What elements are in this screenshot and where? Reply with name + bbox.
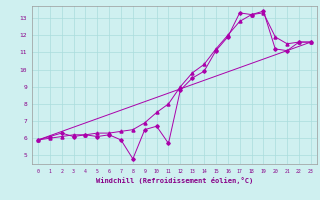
X-axis label: Windchill (Refroidissement éolien,°C): Windchill (Refroidissement éolien,°C): [96, 177, 253, 184]
